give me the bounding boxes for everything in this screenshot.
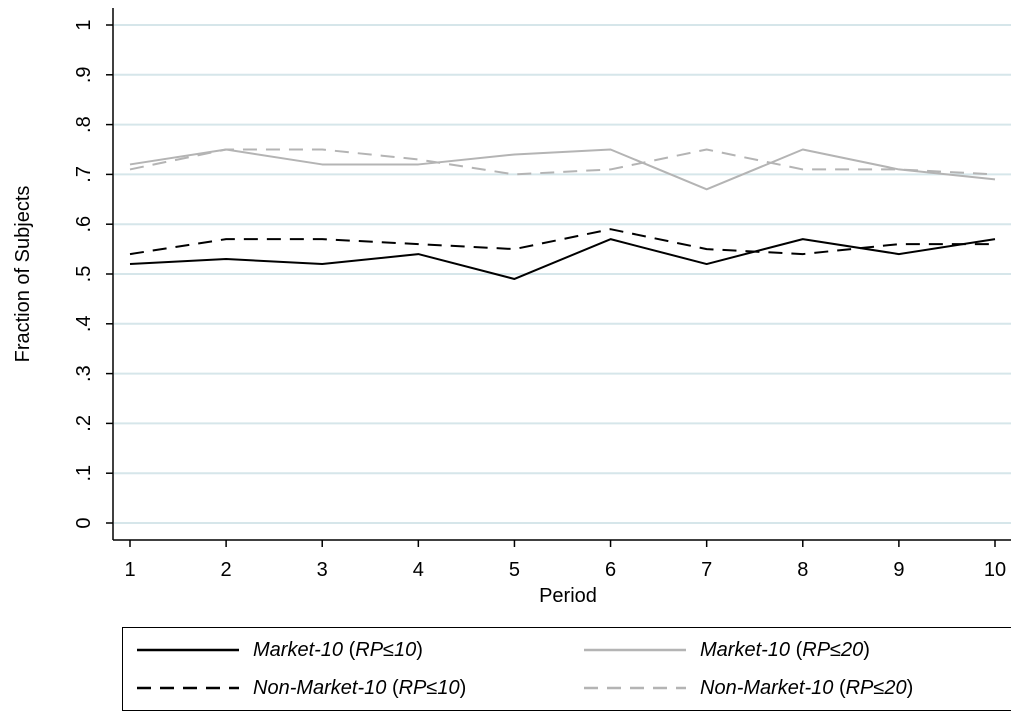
x-tick-label: 2 — [221, 559, 232, 581]
legend-item-market-rp10: Market-10 (RP≤10) — [135, 632, 423, 668]
y-tick-label: 0 — [73, 517, 95, 528]
legend-swatch-market-rp10 — [137, 648, 239, 652]
x-tick-label: 4 — [413, 559, 424, 581]
x-tick-label: 9 — [893, 559, 904, 581]
x-tick-label: 10 — [984, 559, 1006, 581]
x-tick-label: 3 — [317, 559, 328, 581]
x-tick-label: 6 — [605, 559, 616, 581]
series-line-1 — [129, 148, 996, 191]
grid-lines — [114, 24, 1011, 524]
x-axis-title: Period — [539, 585, 597, 607]
legend-label-market-rp20: Market-10 (RP≤20) — [700, 638, 870, 661]
y-tick-label: .1 — [73, 465, 95, 482]
legend-item-nonmarket-rp10: Non-Market-10 (RP≤10) — [135, 670, 466, 706]
series — [129, 148, 996, 280]
x-tick-label: 5 — [509, 559, 520, 581]
y-tick-label: .7 — [73, 166, 95, 183]
x-ticks: 1 2 3 4 5 6 7 8 9 10 — [124, 540, 1006, 581]
series-line-0 — [129, 238, 996, 280]
y-tick-label: .8 — [73, 116, 95, 133]
y-tick-label: .5 — [73, 266, 95, 283]
legend-swatch-market-rp20 — [584, 648, 686, 652]
legend-item-market-rp20: Market-10 (RP≤20) — [582, 632, 870, 668]
y-tick-label: 1 — [73, 19, 95, 30]
legend-label-nonmarket-rp10: Non-Market-10 (RP≤10) — [253, 676, 467, 699]
y-tick-label: .2 — [73, 415, 95, 432]
legend-item-nonmarket-rp20: Non-Market-10 (RP≤20) — [582, 670, 913, 706]
legend-label-nonmarket-rp20: Non-Market-10 (RP≤20) — [700, 676, 914, 699]
x-tick-label: 8 — [797, 559, 808, 581]
x-tick-label: 7 — [701, 559, 712, 581]
legend-label-market-rp10: Market-10 (RP≤10) — [253, 638, 423, 661]
legend-swatch-nonmarket-rp20 — [584, 686, 686, 690]
legend: Market-10 (RP≤10) Market-10 (RP≤20) Non-… — [122, 627, 1011, 711]
y-ticks: 0 .1 .2 .3 .4 .5 .6 .7 .8 .9 1 — [73, 19, 113, 529]
y-axis-title: Fraction of Subjects — [12, 186, 34, 363]
y-tick-label: .3 — [73, 365, 95, 382]
series-line-3 — [129, 148, 996, 176]
series-line-2 — [129, 228, 995, 256]
legend-swatch-nonmarket-rp10 — [137, 686, 239, 690]
y-tick-label: .4 — [73, 315, 95, 332]
y-tick-label: .9 — [73, 66, 95, 83]
y-tick-label: .6 — [73, 216, 95, 233]
line-chart: 0.1.2.3.4.5.6.7.8.91 1 2 3 4 5 6 7 8 9 10 Period … — [12, 8, 1011, 607]
x-tick-label: 1 — [124, 559, 135, 581]
